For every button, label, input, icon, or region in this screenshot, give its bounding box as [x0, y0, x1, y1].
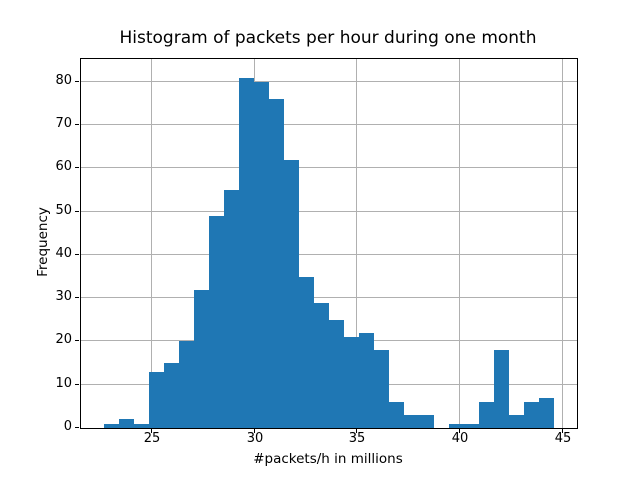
y-tick-mark	[75, 124, 79, 125]
histogram-bar	[449, 424, 464, 428]
histogram-bar	[524, 402, 539, 428]
grid-line-y	[81, 211, 577, 212]
x-tick-label: 30	[246, 431, 264, 446]
grid-line-y	[81, 297, 577, 298]
y-tick-mark	[75, 81, 79, 82]
histogram-bar	[284, 160, 299, 428]
plot-area	[80, 58, 578, 429]
y-tick-label: 40	[55, 246, 72, 261]
histogram-bar	[209, 216, 224, 428]
y-tick-label: 60	[55, 159, 72, 174]
x-tick-mark	[254, 429, 255, 433]
histogram-bar	[419, 415, 434, 428]
grid-line-y	[81, 254, 577, 255]
histogram-bar	[269, 99, 284, 428]
histogram-bar	[224, 190, 239, 428]
y-tick-mark	[75, 211, 79, 212]
y-tick-label: 20	[55, 332, 72, 347]
histogram-bar	[254, 82, 269, 428]
grid-line-x	[151, 59, 152, 428]
histogram-bar	[179, 341, 194, 428]
x-tick-mark	[459, 429, 460, 433]
x-tick-label: 35	[348, 431, 366, 446]
histogram-bar	[464, 424, 479, 428]
histogram-bar	[134, 424, 149, 428]
histogram-bar	[344, 337, 359, 428]
y-tick-mark	[75, 254, 79, 255]
y-tick-mark	[75, 297, 79, 298]
grid-line-x	[459, 59, 460, 428]
chart-title: Histogram of packets per hour during one…	[119, 28, 537, 48]
histogram-bar	[494, 350, 509, 428]
x-axis-label: #packets/h in millions	[253, 451, 403, 467]
histogram-bar	[404, 415, 419, 428]
histogram-bar	[539, 398, 554, 428]
histogram-bar	[359, 333, 374, 428]
histogram-bar	[509, 415, 524, 428]
histogram-bar	[104, 424, 119, 428]
grid-line-y	[81, 167, 577, 168]
histogram-bar	[119, 419, 134, 428]
grid-line-x	[356, 59, 357, 428]
histogram-bar	[239, 78, 254, 428]
histogram-bar	[479, 402, 494, 428]
y-tick-mark	[75, 384, 79, 385]
y-tick-mark	[75, 427, 79, 428]
histogram-bar	[389, 402, 404, 428]
histogram-bar	[164, 363, 179, 428]
grid-line-y	[81, 81, 577, 82]
histogram-bar	[314, 303, 329, 428]
x-tick-mark	[562, 429, 563, 433]
histogram-bar	[194, 290, 209, 428]
grid-line-y	[81, 124, 577, 125]
histogram-bar	[329, 320, 344, 428]
y-axis-label: Frequency	[35, 207, 51, 277]
plot-canvas	[81, 59, 577, 428]
y-tick-mark	[75, 340, 79, 341]
x-tick-label: 40	[451, 431, 469, 446]
y-tick-label: 0	[63, 419, 72, 434]
y-tick-label: 80	[55, 73, 72, 88]
y-tick-mark	[75, 167, 79, 168]
y-tick-label: 70	[55, 116, 72, 131]
x-tick-mark	[356, 429, 357, 433]
grid-line-x	[562, 59, 563, 428]
y-tick-label: 50	[55, 203, 72, 218]
histogram-bar	[149, 372, 164, 428]
y-tick-label: 10	[55, 376, 72, 391]
x-tick-label: 25	[143, 431, 161, 446]
histogram-bar	[374, 350, 389, 428]
histogram-bar	[299, 277, 314, 428]
y-tick-label: 30	[55, 289, 72, 304]
x-tick-label: 45	[554, 431, 572, 446]
x-tick-mark	[151, 429, 152, 433]
